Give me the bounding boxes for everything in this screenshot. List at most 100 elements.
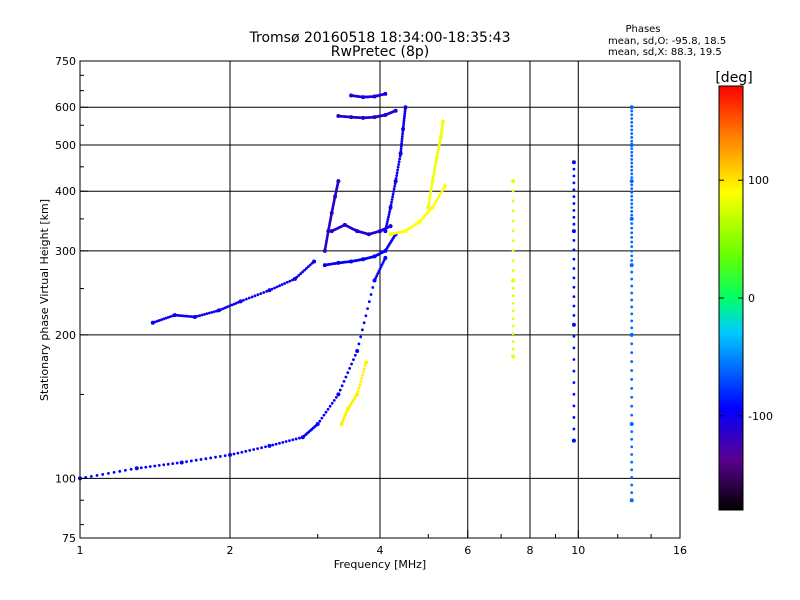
data-point — [572, 248, 576, 252]
data-point — [324, 410, 328, 414]
data-point — [256, 293, 260, 297]
data-point — [511, 347, 515, 351]
data-point — [134, 466, 139, 471]
data-point — [395, 174, 399, 177]
data-point — [359, 335, 363, 339]
data-point — [630, 161, 634, 165]
data-point — [228, 452, 232, 457]
data-point — [399, 149, 403, 153]
data-point — [367, 300, 371, 304]
data-point — [357, 342, 361, 346]
data-point — [383, 229, 388, 234]
data-point — [511, 189, 515, 193]
data-point — [630, 351, 634, 355]
data-point — [630, 235, 634, 239]
data-point — [398, 157, 402, 161]
data-point — [438, 193, 442, 197]
data-point — [265, 289, 268, 293]
data-point — [511, 340, 515, 343]
data-point — [361, 373, 364, 377]
data-point — [630, 231, 634, 235]
data-point — [630, 209, 634, 213]
data-point — [153, 464, 157, 468]
data-point — [160, 318, 164, 322]
data-point — [364, 360, 369, 365]
data-point — [402, 116, 406, 120]
data-point — [402, 121, 406, 124]
data-point — [357, 386, 361, 390]
data-point — [384, 224, 388, 228]
data-point — [397, 163, 401, 166]
data-point — [391, 195, 394, 199]
data-point — [401, 132, 404, 136]
data-point — [402, 118, 406, 122]
data-point — [398, 154, 402, 158]
data-point — [629, 142, 634, 147]
data-point — [630, 468, 634, 472]
data-point — [400, 142, 404, 146]
data-point — [397, 160, 401, 164]
data-point — [278, 441, 281, 445]
data-point — [441, 188, 444, 192]
data-point — [403, 114, 406, 118]
data-point — [435, 154, 439, 158]
colorbar-tick-label: 0 — [748, 292, 755, 305]
data-point — [366, 307, 369, 311]
data-point — [430, 184, 434, 188]
data-point — [630, 430, 634, 434]
data-point — [139, 466, 143, 470]
data-point — [629, 422, 634, 427]
data-point — [223, 306, 227, 310]
data-point — [572, 222, 576, 226]
data-point — [393, 108, 398, 113]
data-point — [629, 216, 634, 221]
data-point — [572, 202, 576, 205]
data-point — [101, 472, 105, 476]
data-point — [242, 298, 245, 302]
phases-heading: Phases — [625, 24, 660, 35]
data-point — [630, 395, 634, 399]
data-point — [200, 313, 204, 317]
y-tick-label: 500 — [55, 139, 76, 152]
data-point — [511, 317, 515, 320]
data-point — [630, 198, 634, 202]
data-point — [630, 128, 634, 132]
data-point — [250, 295, 254, 299]
data-point — [402, 123, 405, 127]
data-point — [248, 449, 252, 452]
data-point — [571, 438, 576, 443]
data-point — [571, 229, 576, 234]
data-point — [572, 313, 576, 317]
data-point — [398, 151, 403, 156]
data-point — [379, 265, 383, 269]
data-point — [511, 259, 515, 262]
data-point — [218, 455, 222, 458]
data-point — [436, 152, 440, 156]
data-point — [312, 259, 317, 264]
data-point — [630, 154, 634, 158]
data-point — [275, 285, 279, 289]
data-point — [264, 445, 267, 449]
x-tick-label: 4 — [377, 544, 384, 557]
data-point — [377, 270, 381, 273]
data-point — [511, 209, 515, 213]
data-point — [371, 286, 375, 289]
data-point — [430, 179, 435, 184]
data-point — [572, 404, 576, 408]
data-point — [360, 377, 364, 380]
data-point — [318, 419, 322, 423]
data-point — [629, 179, 634, 184]
data-point — [164, 316, 168, 320]
data-point — [630, 240, 634, 244]
data-point — [630, 158, 634, 161]
data-point — [630, 226, 634, 230]
data-point — [305, 267, 308, 270]
data-point — [572, 381, 576, 385]
data-point — [306, 265, 310, 269]
data-point — [355, 392, 360, 397]
data-point — [630, 187, 634, 191]
data-point — [352, 358, 355, 362]
data-point — [394, 176, 398, 180]
data-point — [383, 91, 388, 96]
data-point — [572, 334, 576, 338]
